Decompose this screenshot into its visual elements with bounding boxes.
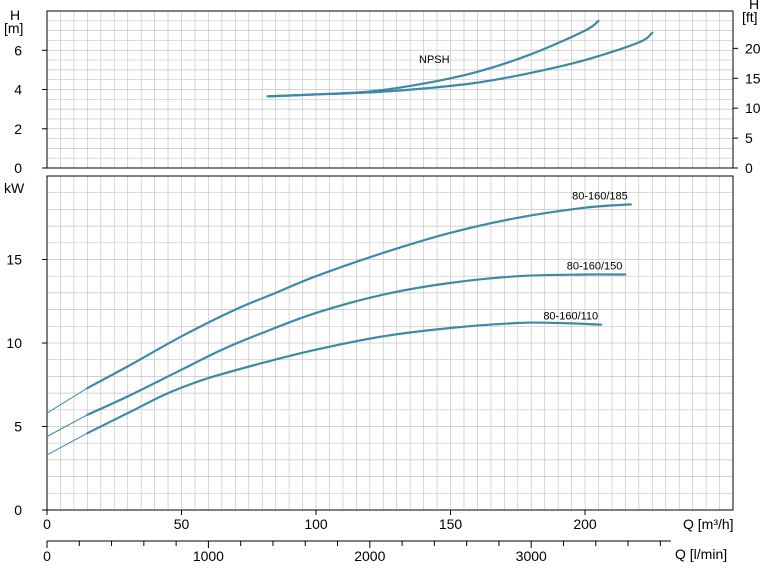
power-ticks: 0 5 10 15: [6, 252, 47, 518]
secondary-x-tick-label: 3000: [516, 548, 547, 564]
npsh-right-tick-label: 5: [745, 130, 753, 146]
npsh-left-tick-label: 0: [14, 160, 22, 176]
secondary-x-axis: 0 1000 2000 3000: [43, 540, 671, 564]
npsh-left-axis-label: H: [10, 7, 20, 23]
npsh-right-tick-label: 20: [745, 40, 761, 56]
x-tick-label: 50: [174, 516, 190, 532]
npsh-curve-2: [266, 31, 654, 98]
power-tick-label: 15: [6, 252, 22, 268]
npsh-right-tick-label: 10: [745, 100, 761, 116]
power-grid: [47, 176, 733, 510]
x-axis-ticks: 0 50 100 150 200: [43, 510, 597, 532]
power-curve-2: [86, 273, 627, 416]
npsh-right-ticks: 0 5 10 15 20: [733, 40, 761, 176]
power-curve-label-2: 80-160/150: [567, 261, 623, 273]
npsh-right-axis-label: H: [749, 0, 759, 12]
npsh-curves: [266, 19, 654, 98]
x-tick-label: 100: [304, 516, 328, 532]
power-curve-extension-1: [46, 387, 88, 414]
power-curve-label-3: 80-160/110: [543, 311, 598, 323]
npsh-right-tick-label: 15: [745, 70, 761, 86]
x-tick-label: 150: [439, 516, 463, 532]
npsh-right-axis-unit: [ft]: [742, 9, 758, 25]
npsh-curve-label: NPSH: [419, 54, 450, 66]
power-tick-label: 10: [6, 335, 22, 351]
npsh-left-tick-label: 6: [14, 42, 22, 58]
npsh-left-ticks: 0 2 4 6: [14, 42, 47, 176]
power-curve-extension-3: [46, 432, 88, 456]
x-tick-label: 0: [43, 516, 51, 532]
x-tick-label: 200: [573, 516, 597, 532]
power-curve-3: [86, 321, 603, 435]
power-tick-label: 5: [14, 419, 22, 435]
secondary-x-tick-label: 2000: [354, 548, 385, 564]
npsh-right-tick-label: 0: [745, 160, 753, 176]
secondary-x-tick-label: 1000: [193, 548, 224, 564]
power-curve-label-1: 80-160/185: [572, 190, 628, 202]
x-axis-label: Q [m³/h]: [683, 516, 734, 532]
power-curves: 80-160/185 80-160/150 80-160/110: [46, 190, 632, 456]
power-curve-extension-2: [46, 414, 88, 437]
secondary-x-tick-label: 0: [43, 548, 51, 564]
npsh-grid: [47, 11, 733, 168]
npsh-left-tick-label: 4: [14, 82, 22, 98]
secondary-x-axis-label: Q [l/min]: [675, 546, 727, 562]
power-curve-1: [86, 203, 632, 390]
npsh-left-axis-unit: [m]: [4, 20, 23, 36]
npsh-left-tick-label: 2: [14, 121, 22, 137]
power-tick-label: 0: [14, 502, 22, 518]
power-axis-label: kW: [4, 180, 25, 196]
